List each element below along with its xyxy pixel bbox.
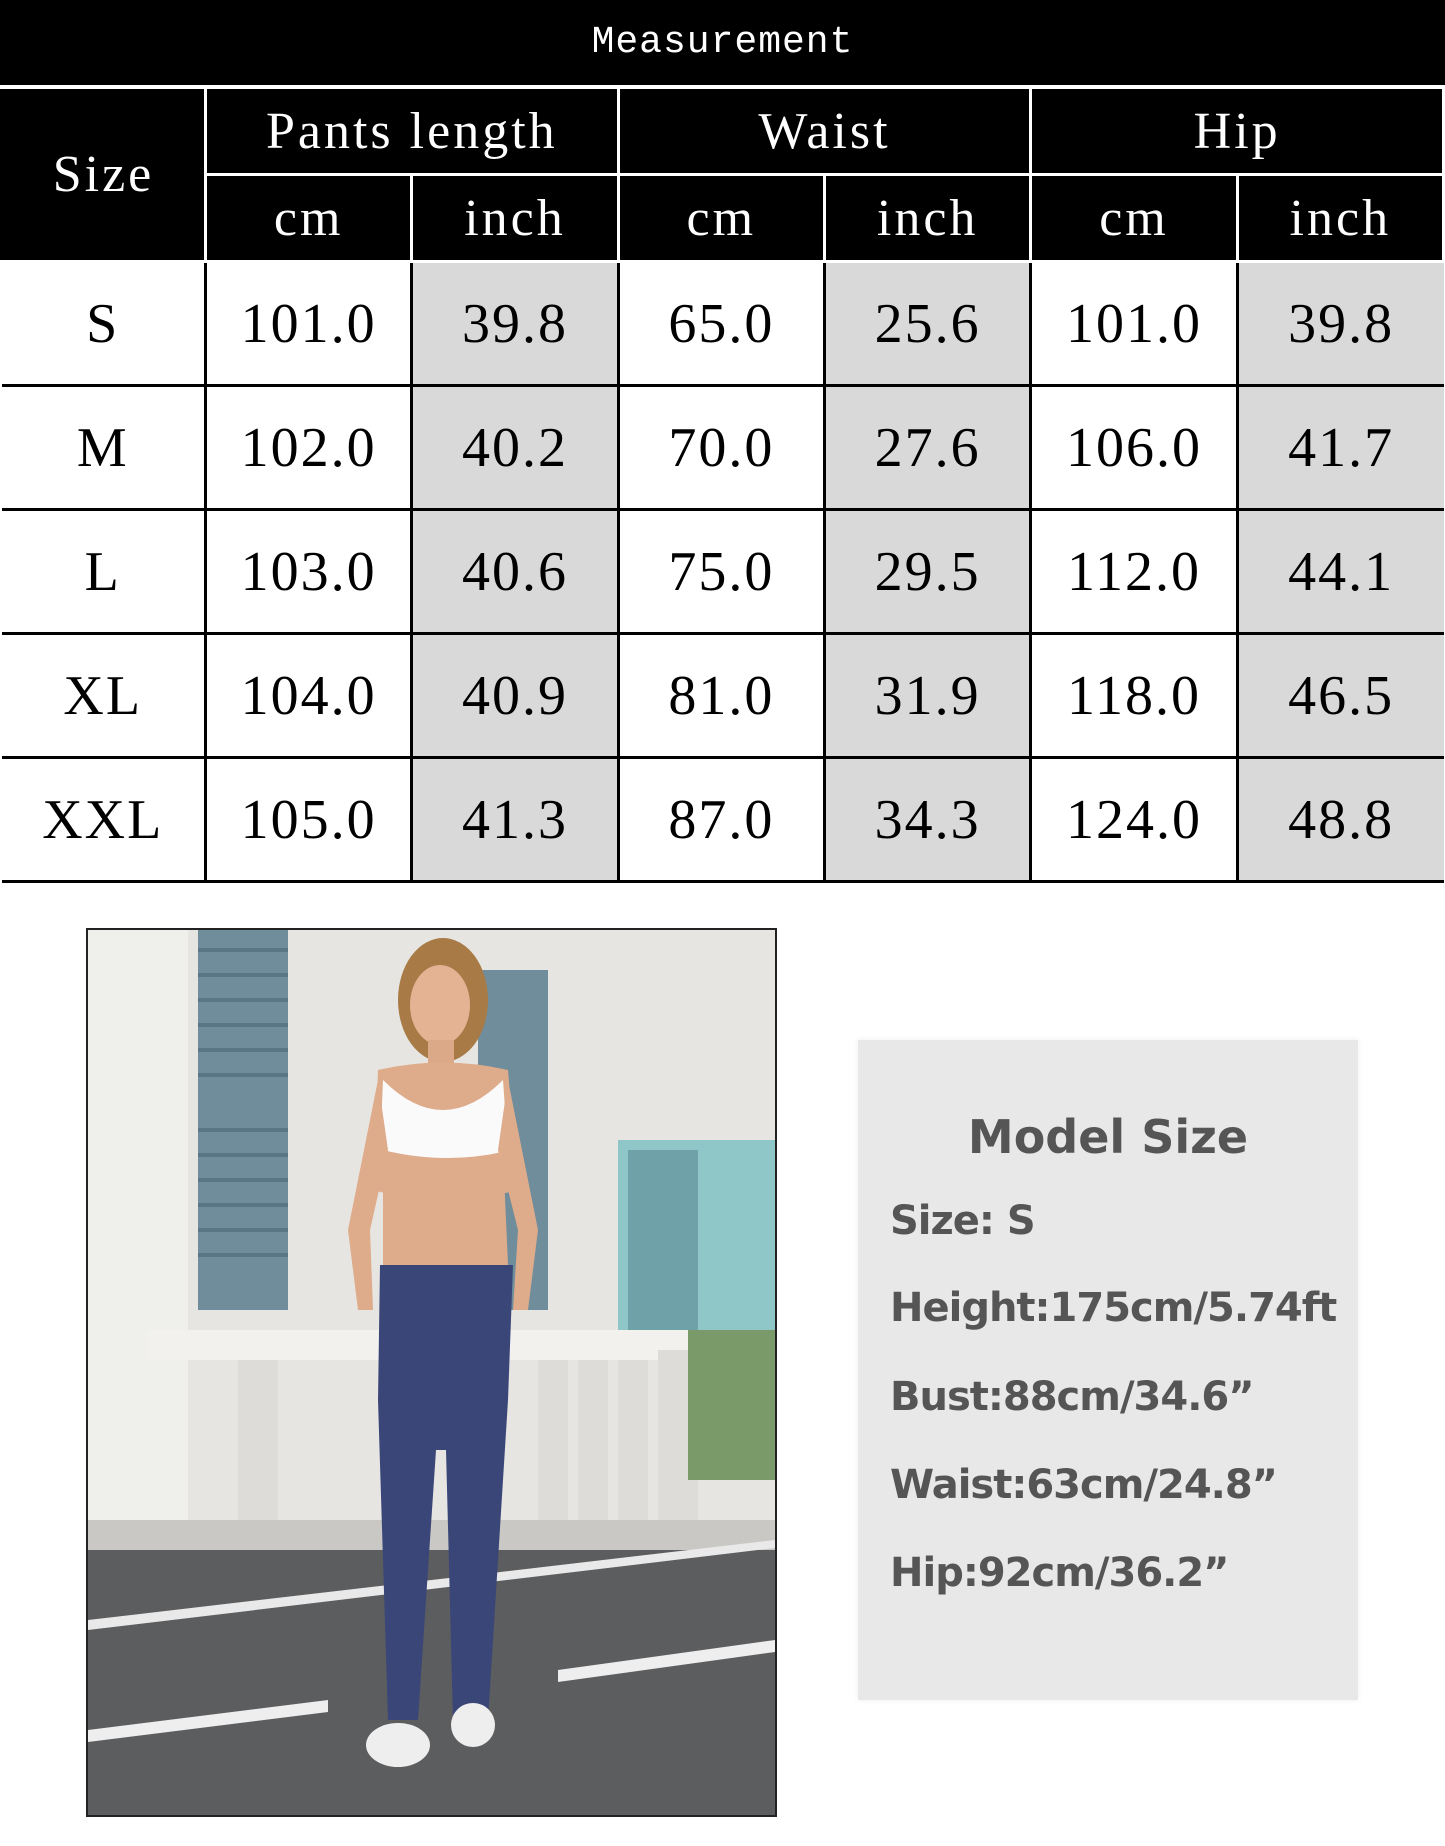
cm-value-cell: 124.0 [1029,756,1239,883]
inch-value-cell: 41.7 [1235,384,1444,511]
inch-value-cell: 31.9 [822,632,1033,759]
cm-value-cell: 101.0 [203,260,414,387]
table-title: Measurement [0,0,1445,85]
unit-header: cm [203,173,414,263]
model-hip-line: Hip:92cm/36.2” [890,1550,1229,1596]
inch-value-cell: 25.6 [822,260,1033,387]
inch-value-cell: 39.8 [410,260,620,387]
unit-header: inch [1235,173,1445,263]
cm-value-cell: 87.0 [616,756,826,883]
cm-value-cell: 81.0 [616,632,826,759]
table-row: XL 104.0 40.9 81.0 31.9 118.0 46.5 [1,632,1444,759]
model-size-line: Size: S [890,1198,1036,1244]
table-row: L 103.0 40.6 75.0 29.5 112.0 44.1 [1,508,1444,635]
inch-value-cell: 34.3 [822,756,1033,883]
cm-value-cell: 112.0 [1029,508,1239,635]
table-row: XXL 105.0 41.3 87.0 34.3 124.0 48.8 [1,756,1444,883]
inch-value-cell: 44.1 [1235,508,1444,635]
cm-value-cell: 106.0 [1029,384,1239,511]
table-row: S 101.0 39.8 65.0 25.6 101.0 39.8 [1,260,1444,387]
inch-value-cell: 41.3 [410,756,620,883]
inch-value-cell: 27.6 [822,384,1033,511]
inch-value-cell: 39.8 [1235,260,1444,387]
cm-value-cell: 104.0 [203,632,414,759]
inch-value-cell: 40.6 [410,508,620,635]
model-size-title: Model Size [967,1110,1249,1164]
size-cell: XXL [1,756,207,883]
table-row: M 102.0 40.2 70.0 27.6 106.0 41.7 [1,384,1444,511]
cm-value-cell: 101.0 [1029,260,1239,387]
model-waist-line: Waist:63cm/24.8” [890,1462,1278,1508]
group-header: Hip [1029,86,1445,176]
unit-header: inch [822,173,1033,263]
unit-header: cm [1029,173,1239,263]
cm-value-cell: 103.0 [203,508,414,635]
model-bust-line: Bust:88cm/34.6” [890,1374,1255,1420]
size-cell: S [1,260,207,387]
size-cell: M [1,384,207,511]
size-cell: XL [1,632,207,759]
inch-value-cell: 40.9 [410,632,620,759]
size-header: Size [0,86,207,263]
size-chart-table: Size Pants length Waist Hip cm inch cm inch… [0,86,1445,883]
model-size-box: Model Size Size: S Height:175cm/5.74ft B… [858,1040,1358,1700]
inch-value-cell: 46.5 [1235,632,1444,759]
inch-value-cell: 48.8 [1235,756,1444,883]
unit-header: inch [410,173,620,263]
cm-value-cell: 105.0 [203,756,414,883]
model-photo [86,928,777,1817]
group-header: Waist [616,86,1033,176]
cm-value-cell: 102.0 [203,384,414,511]
inch-value-cell: 29.5 [822,508,1033,635]
cm-value-cell: 118.0 [1029,632,1239,759]
cm-value-cell: 75.0 [616,508,826,635]
unit-header: cm [616,173,826,263]
group-header: Pants length [204,86,620,176]
cm-value-cell: 70.0 [616,384,826,511]
size-cell: L [1,508,207,635]
inch-value-cell: 40.2 [410,384,620,511]
model-height-line: Height:175cm/5.74ft [890,1285,1337,1331]
cm-value-cell: 65.0 [616,260,826,387]
